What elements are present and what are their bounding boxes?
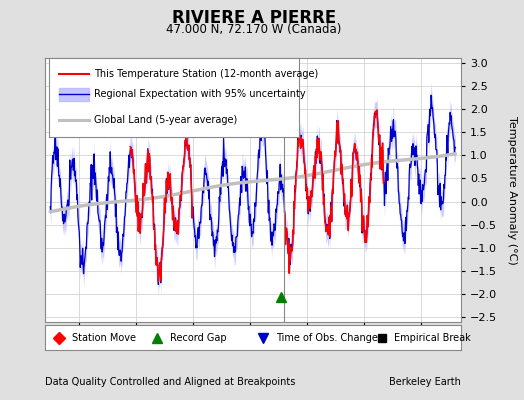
Text: Data Quality Controlled and Aligned at Breakpoints: Data Quality Controlled and Aligned at B… — [45, 377, 295, 387]
Text: Station Move: Station Move — [72, 333, 136, 342]
Text: Record Gap: Record Gap — [170, 333, 226, 342]
Text: Berkeley Earth: Berkeley Earth — [389, 377, 461, 387]
Text: 47.000 N, 72.170 W (Canada): 47.000 N, 72.170 W (Canada) — [167, 24, 342, 36]
Text: RIVIERE A PIERRE: RIVIERE A PIERRE — [172, 9, 336, 27]
Text: Time of Obs. Change: Time of Obs. Change — [276, 333, 378, 342]
Y-axis label: Temperature Anomaly (°C): Temperature Anomaly (°C) — [507, 116, 517, 264]
Text: Empirical Break: Empirical Break — [395, 333, 471, 342]
